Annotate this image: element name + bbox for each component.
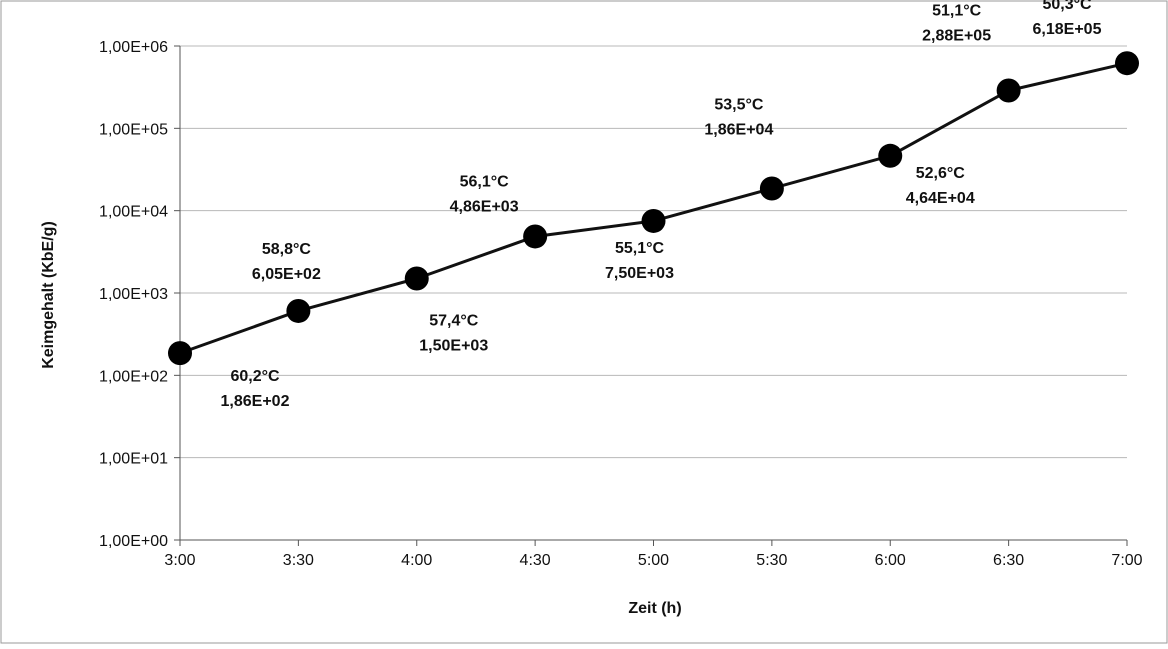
data-point-marker [1115, 51, 1139, 76]
y-tick-label: 1,00E+06 [99, 39, 168, 56]
x-tick-label: 6:00 [875, 552, 906, 569]
x-tick-label: 4:30 [520, 552, 551, 569]
data-point-marker [759, 176, 784, 201]
grid-layer [180, 45, 1127, 459]
data-label-value: 4,86E+03 [450, 198, 519, 215]
x-tick-label: 5:30 [756, 552, 787, 569]
y-tick-label: 1,00E+02 [99, 368, 168, 385]
data-point-marker [168, 341, 192, 366]
data-point-marker [878, 143, 903, 168]
data-label-temperature: 50,3°C [1042, 0, 1092, 13]
data-point-marker [404, 266, 429, 291]
x-tick-label: 6:30 [993, 552, 1024, 569]
data-label-temperature: 57,4°C [429, 313, 479, 330]
x-tick-label: 4:00 [401, 552, 432, 569]
y-tick-label: 1,00E+01 [99, 451, 168, 468]
label-layer: 60,2°C 1,86E+02 58,8°C 6,05E+02 57,4°C 1,50E+… [221, 0, 1102, 410]
y-tick-label: 1,00E+04 [99, 204, 168, 221]
x-axis-title: Zeit (h) [628, 600, 681, 617]
data-label-value: 1,86E+04 [704, 121, 773, 138]
data-label-value: 7,50E+03 [605, 265, 674, 282]
data-point-marker [286, 298, 311, 323]
data-label-temperature: 55,1°C [615, 240, 665, 257]
data-label-temperature: 51,1°C [932, 3, 982, 20]
y-tick-label: 1,00E+00 [99, 533, 168, 550]
data-label-temperature: 53,5°C [714, 96, 764, 113]
y-tick-label: 1,00E+03 [99, 286, 168, 303]
data-label-temperature: 56,1°C [460, 173, 510, 190]
data-label-value: 1,86E+02 [221, 393, 290, 410]
x-tick-label: 5:00 [638, 552, 669, 569]
axis-layer: 1,00E+00 1,00E+01 1,00E+02 1,00E+03 1,00E+04… [99, 39, 1143, 569]
data-label-value: 6,05E+02 [252, 266, 321, 283]
data-point-marker [641, 208, 666, 233]
y-tick-label: 1,00E+05 [99, 121, 168, 138]
data-point-marker [996, 78, 1021, 103]
data-label-temperature: 60,2°C [230, 368, 280, 385]
data-point-marker [523, 224, 548, 249]
y-axis-title: Keimgehalt (KbE/g) [40, 221, 57, 369]
data-label-temperature: 52,6°C [916, 165, 966, 182]
data-label-value: 4,64E+04 [906, 190, 975, 207]
data-label-value: 1,50E+03 [419, 338, 488, 355]
data-label-temperature: 58,8°C [262, 241, 312, 258]
x-tick-label: 7:00 [1111, 552, 1142, 569]
data-label-value: 2,88E+05 [922, 28, 991, 45]
x-tick-label: 3:30 [283, 552, 314, 569]
series-layer [168, 51, 1139, 366]
data-label-value: 6,18E+05 [1033, 21, 1102, 38]
x-tick-label: 3:00 [164, 552, 195, 569]
